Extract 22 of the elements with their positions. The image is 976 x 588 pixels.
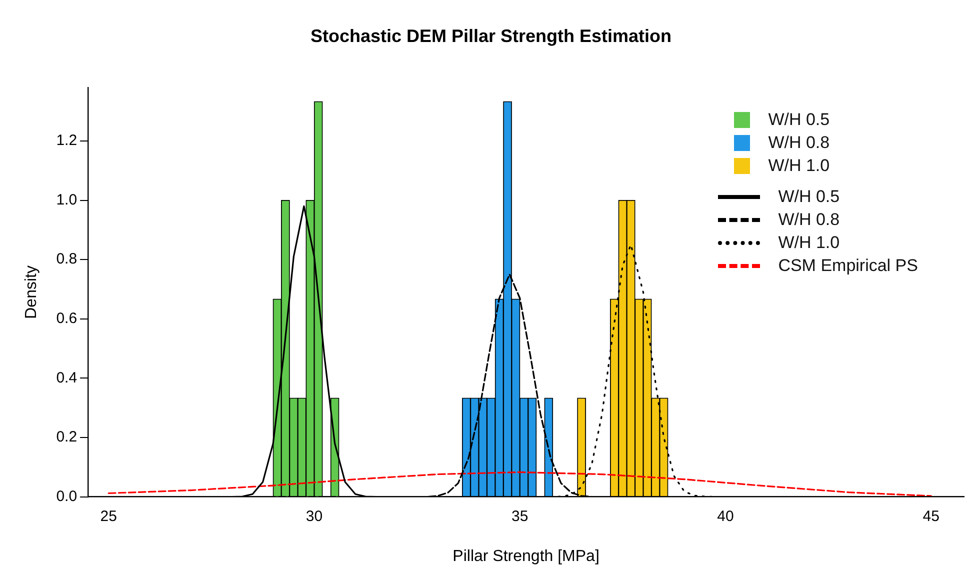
y-tick-label: 0.4: [56, 369, 78, 386]
x-tick-label: 40: [717, 508, 734, 525]
x-tick-label: 45: [922, 508, 940, 525]
legend-label: W/H 0.8: [778, 210, 840, 230]
x-tick-label: 25: [100, 508, 117, 525]
legend-label: CSM Empirical PS: [778, 256, 918, 276]
legend-label: W/H 1.0: [778, 232, 840, 252]
y-tick-label: 0.2: [56, 428, 78, 446]
legend-label: W/H 0.8: [768, 132, 830, 152]
legend-label: W/H 0.5: [768, 110, 830, 130]
y-tick-label: 1.0: [56, 191, 78, 208]
y-tick-label: 0.0: [56, 488, 78, 505]
y-tick-label: 1.2: [56, 132, 78, 150]
x-axis-title: Pillar Strength [MPa]: [452, 548, 600, 565]
y-tick-label: 0.6: [56, 310, 78, 328]
legend-label: W/H 1.0: [768, 156, 830, 176]
y-axis-title: Density: [23, 266, 40, 319]
y-tick-label: 0.8: [56, 250, 78, 268]
x-tick-label: 35: [512, 508, 528, 525]
chart-title: Stochastic DEM Pillar Strength Estimation: [310, 26, 672, 46]
x-tick-label: 30: [306, 508, 323, 525]
legend-label: W/H 0.5: [778, 186, 840, 206]
